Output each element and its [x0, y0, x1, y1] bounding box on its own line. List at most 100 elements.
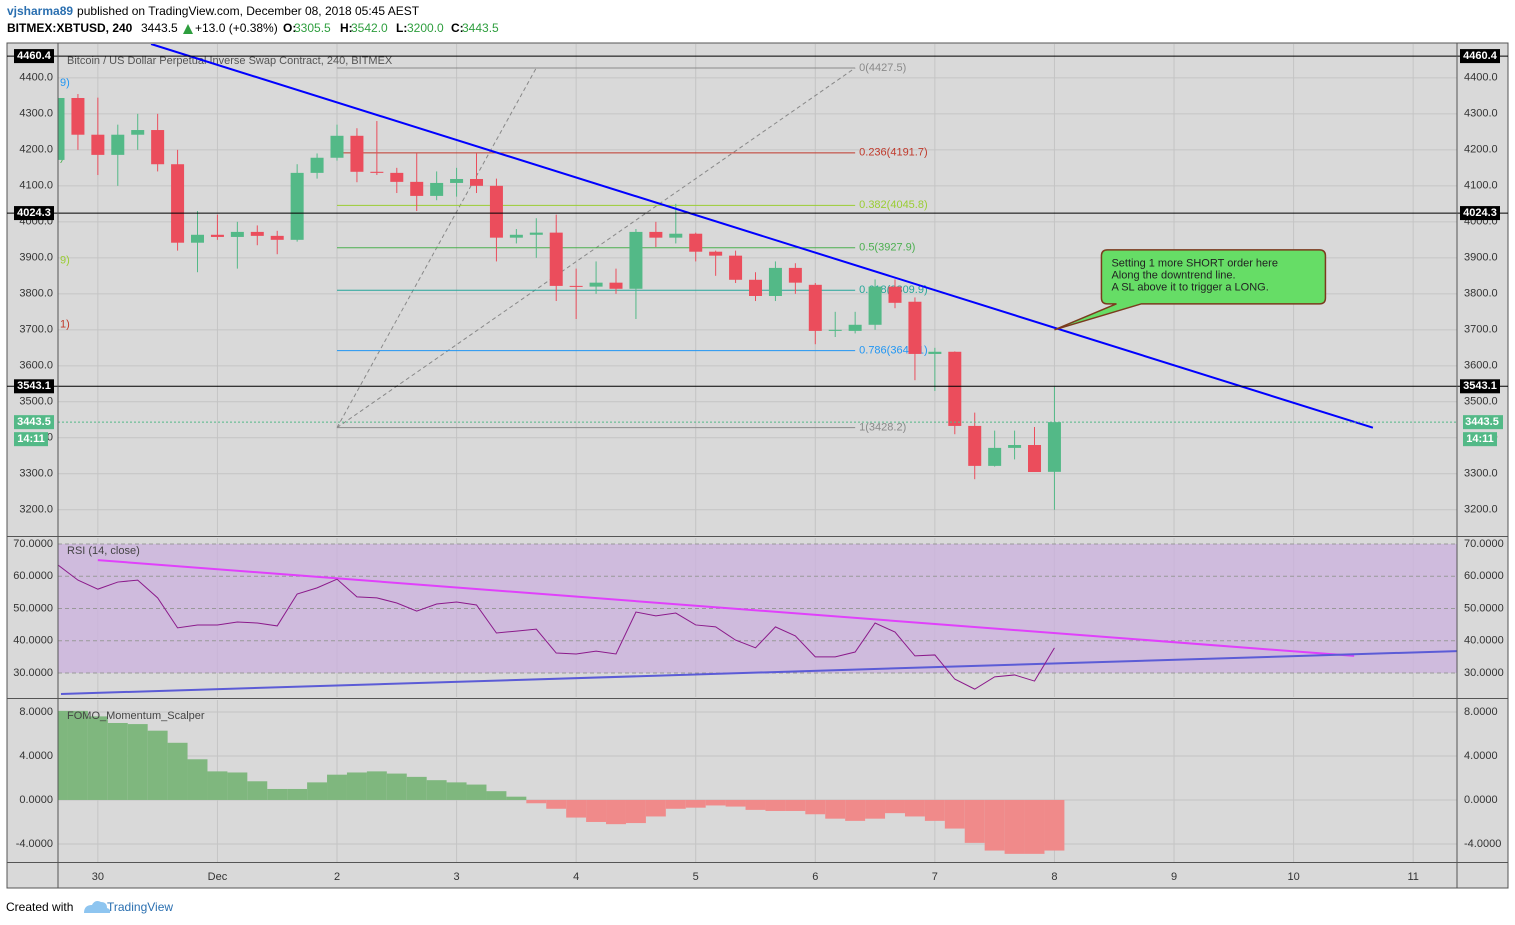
bar — [1024, 799, 1045, 854]
ohlc-label: H: — [340, 21, 353, 35]
candle-body — [828, 329, 842, 331]
bar — [964, 799, 985, 843]
y-tick-label-left: 3900.0 — [19, 252, 53, 264]
ohlc-value: 3200.0 — [407, 21, 444, 35]
last-price-tag — [1463, 415, 1503, 430]
bar — [1044, 799, 1065, 851]
bar — [785, 799, 806, 811]
bar — [944, 799, 965, 829]
candle-body — [250, 231, 264, 236]
callout-text: Along the downtrend line. — [1111, 270, 1235, 282]
ohlc-label: L: — [396, 21, 407, 35]
y-tick-label: 4300.0 — [1464, 108, 1498, 120]
last-price-label: 3443.5 — [1465, 416, 1499, 428]
y-tick-label: 3700.0 — [1464, 324, 1498, 336]
countdown-tag — [1463, 432, 1497, 447]
countdown-tag — [14, 432, 48, 447]
bar — [58, 710, 68, 800]
bar — [147, 730, 168, 800]
y-tick-label: 3300.0 — [1464, 468, 1498, 480]
x-tick-label: 6 — [812, 871, 818, 883]
panel-title: FOMO_Momentum_Scalper — [67, 710, 205, 722]
bar — [526, 799, 547, 804]
bar — [685, 799, 706, 808]
bar — [446, 782, 467, 800]
y-tick-label: 30.0000 — [1464, 667, 1504, 679]
candle-body — [210, 234, 224, 237]
bar — [466, 784, 487, 800]
bar — [167, 742, 188, 800]
y-tick-label-left: 40.0000 — [13, 635, 53, 647]
candle-body — [350, 135, 364, 172]
y-tick-label-left: 60.0000 — [13, 570, 53, 582]
last-price: 3443.5 — [141, 21, 178, 35]
footer-text: Created with — [6, 900, 73, 914]
candle-body — [629, 231, 643, 289]
countdown-label: 14:11 — [1466, 433, 1494, 445]
candle-body — [768, 267, 782, 296]
y-tick-label: 0.0000 — [1464, 794, 1498, 806]
price-tag — [1460, 379, 1500, 394]
candle-body — [888, 286, 902, 303]
y-tick-label: 3600.0 — [1464, 360, 1498, 372]
bar — [67, 710, 88, 800]
bar — [865, 799, 886, 819]
chart: 0(4427.5) 0.236(4191.7) 0.382(4045.8) 0.5(3… — [7, 44, 1508, 883]
x-tick-label: 2 — [334, 871, 340, 883]
price-tag-label: 4024.3 — [17, 207, 51, 219]
candle-body — [988, 447, 1002, 466]
rsi-line — [58, 564, 1055, 690]
bar — [127, 724, 148, 800]
y-tick-label-left: 0.0000 — [19, 794, 53, 806]
panel: RSI (14, close) — [58, 538, 1457, 697]
y-tick-label-left: 4100.0 — [19, 180, 53, 192]
x-tick-label: 10 — [1287, 871, 1299, 883]
bar — [665, 799, 686, 809]
candle-body — [1008, 445, 1022, 448]
bar — [346, 772, 367, 800]
candle-body — [91, 134, 105, 155]
bar — [606, 799, 626, 825]
candle-body — [58, 97, 65, 160]
candle-body — [649, 231, 663, 238]
y-tick-label: 4100.0 — [1464, 180, 1498, 192]
ohlc-label: O: — [283, 21, 296, 35]
bar — [506, 796, 527, 800]
candle-body — [1047, 422, 1061, 472]
callout-box — [1054, 249, 1327, 331]
candle-body — [729, 255, 743, 280]
candle-body — [749, 279, 763, 296]
candle-body — [390, 172, 404, 182]
y-tick-label: 3200.0 — [1464, 504, 1498, 516]
bar — [765, 799, 786, 811]
candle-body — [330, 135, 344, 158]
price-tag-label: 3543.1 — [17, 380, 51, 392]
bar — [904, 799, 925, 817]
edge-label: 1) — [60, 319, 70, 331]
price-tag-label: 4460.4 — [1463, 50, 1498, 62]
callout-text: A SL above it to trigger a LONG. — [1111, 282, 1268, 294]
fib-label: 0.382(4045.8) — [859, 199, 928, 211]
candle-body — [669, 233, 683, 238]
fib-label: 0.236(4191.7) — [859, 147, 928, 159]
candle-body — [290, 172, 304, 240]
price-tag — [1460, 206, 1500, 221]
price-tag — [14, 49, 54, 64]
candle-body — [450, 178, 464, 183]
ohlc-label: C: — [451, 21, 464, 35]
candle-body — [509, 234, 523, 238]
y-tick-label-left: 3200.0 — [19, 504, 53, 516]
x-tick-label: 8 — [1051, 871, 1057, 883]
price-tag — [14, 379, 54, 394]
x-tick-label: 3 — [454, 871, 460, 883]
y-tick-label-left: 3600.0 — [19, 360, 53, 372]
y-tick-label: 3500.0 — [1464, 396, 1498, 408]
y-tick-label-left: 4200.0 — [19, 144, 53, 156]
y-tick-label: 4.0000 — [1464, 750, 1498, 762]
candle-body — [788, 267, 802, 283]
candle-body — [191, 234, 205, 243]
fib-label: 0.5(3927.9) — [859, 242, 915, 254]
candle-body — [410, 181, 424, 196]
x-tick-label: Dec — [208, 871, 228, 883]
bar — [247, 781, 268, 800]
